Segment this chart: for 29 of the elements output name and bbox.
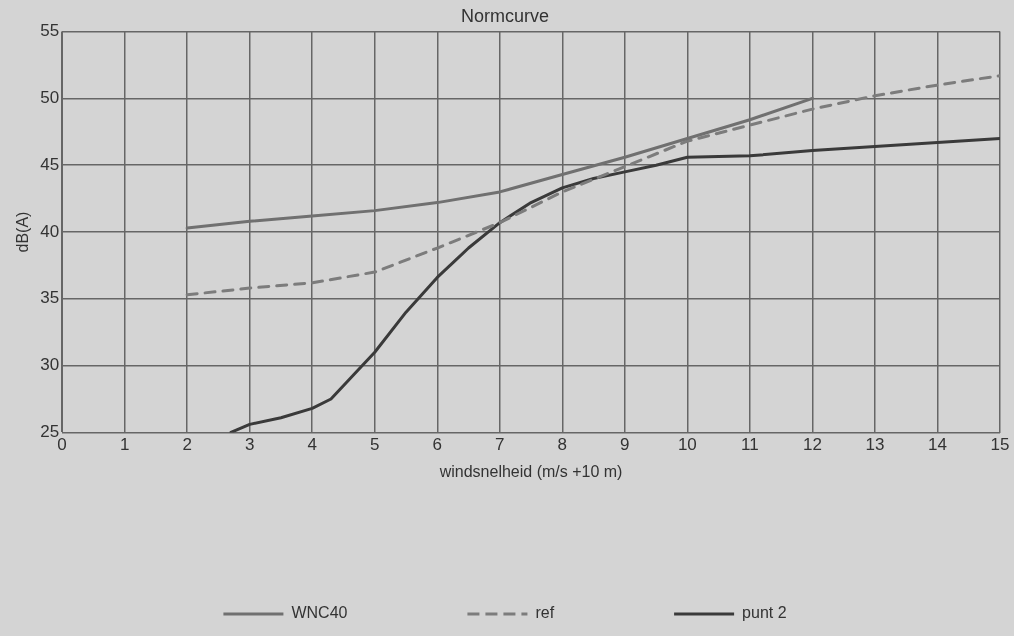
y-tick-label: 50 bbox=[40, 88, 60, 108]
x-tick-label: 11 bbox=[741, 435, 759, 455]
x-tick-label: 7 bbox=[495, 435, 505, 455]
x-tick-label: 0 bbox=[57, 435, 67, 455]
x-tick-label: 1 bbox=[119, 435, 130, 455]
y-tick-label: 35 bbox=[40, 288, 60, 308]
x-tick-label: 4 bbox=[307, 435, 317, 455]
x-tick-label: 3 bbox=[244, 435, 255, 455]
line-series bbox=[185, 74, 1000, 297]
x-tick-label: 13 bbox=[865, 435, 885, 455]
legend-label: WNC40 bbox=[291, 604, 348, 622]
x-tick-label: 8 bbox=[557, 435, 568, 455]
x-tick-label: 5 bbox=[370, 435, 380, 455]
x-tick-label: 2 bbox=[182, 435, 192, 455]
y-tick-label: 45 bbox=[40, 154, 60, 174]
x-tick-label: 10 bbox=[677, 435, 697, 455]
x-axis-title: windsnelheid (m/s +10 m) bbox=[438, 462, 623, 480]
chart-title: Normcurve bbox=[460, 5, 550, 26]
y-axis-title: dB(A) bbox=[14, 211, 32, 253]
y-tick-label: 40 bbox=[40, 221, 60, 241]
x-tick-label: 12 bbox=[802, 435, 822, 455]
y-tick-label: 30 bbox=[40, 355, 60, 375]
x-tick-label: 15 bbox=[990, 435, 1010, 455]
x-tick-label: 14 bbox=[928, 435, 947, 455]
x-tick-label: 9 bbox=[620, 435, 630, 455]
y-tick-label: 55 bbox=[40, 21, 60, 41]
x-tick-label: 6 bbox=[432, 435, 442, 455]
legend-label: punt 2 bbox=[742, 604, 787, 622]
legend-label: ref bbox=[535, 604, 555, 622]
